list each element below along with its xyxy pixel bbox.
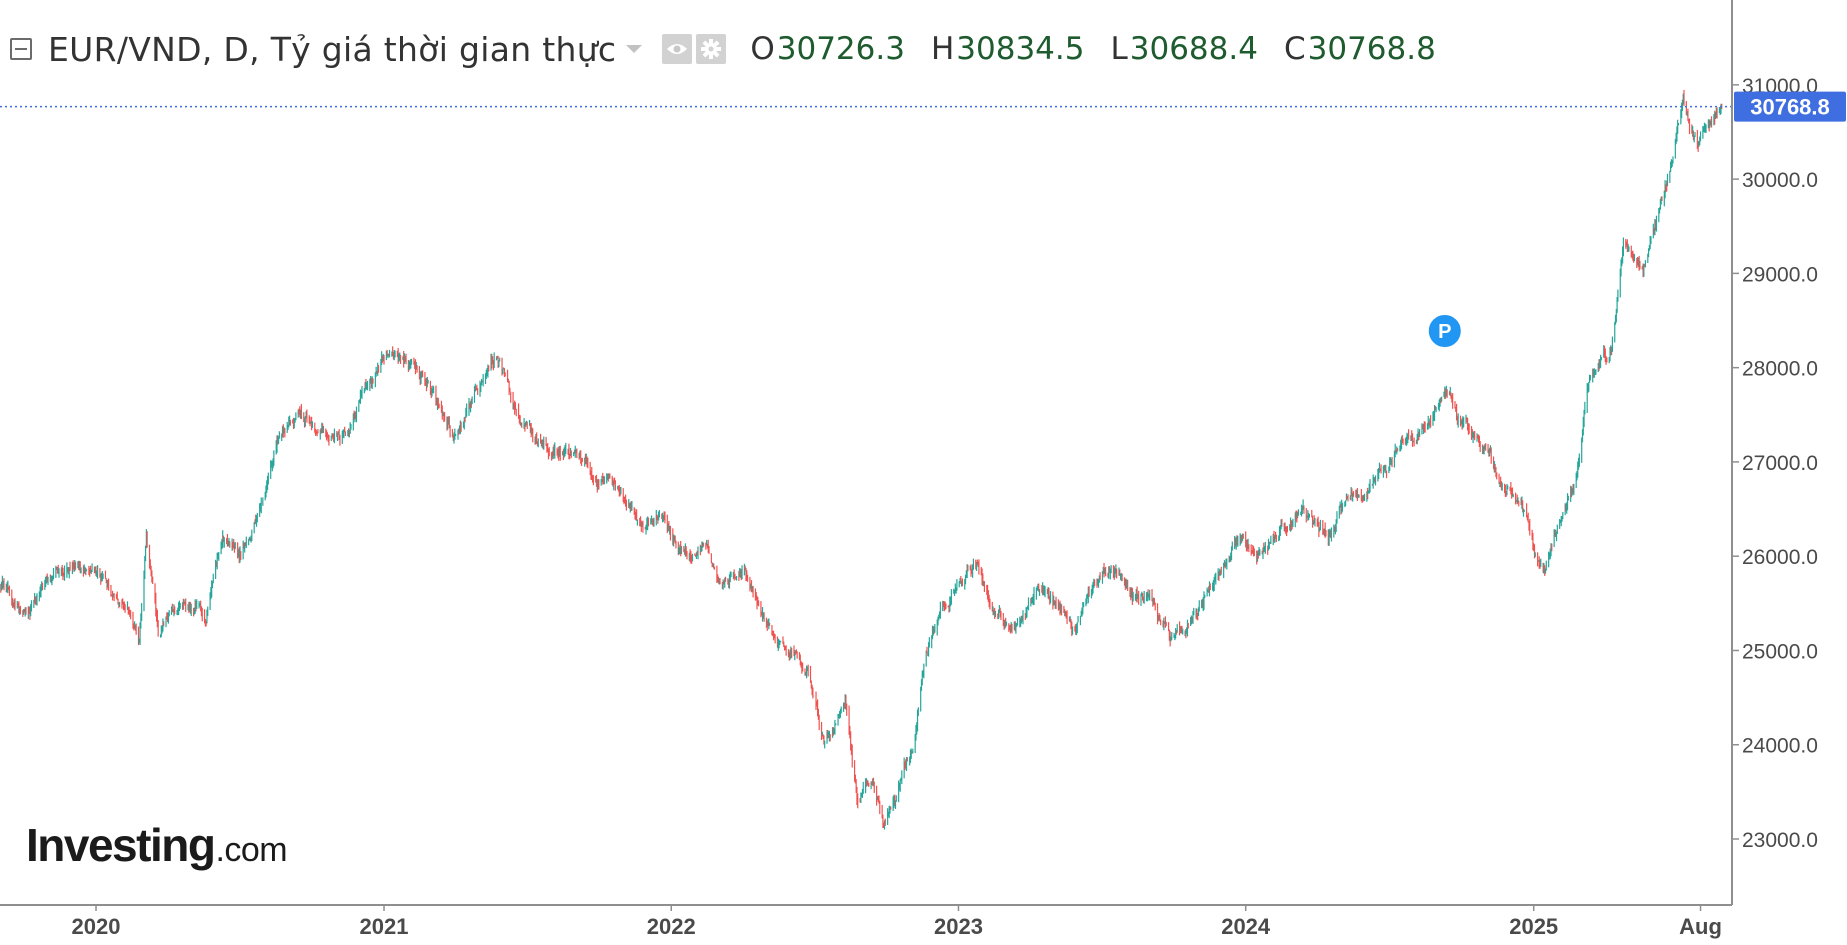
dropdown-icon[interactable]: [626, 45, 643, 53]
svg-text:P: P: [1438, 321, 1451, 343]
x-tick-label: 2022: [647, 914, 696, 939]
ohlc-close: C30768.8: [1283, 31, 1436, 67]
x-tick-label: 2020: [72, 914, 121, 939]
ohlc-values: O30726.3 H30834.5 L30688.4 C30768.8: [750, 31, 1461, 67]
ohlc-open: O30726.3: [750, 31, 905, 67]
ohlc-high: H30834.5: [930, 31, 1085, 67]
event-marker-p-icon[interactable]: P: [1426, 313, 1463, 349]
x-tick-label: Aug: [1679, 914, 1722, 939]
y-tick-label: 25000.0: [1742, 640, 1818, 663]
y-tick-label: 24000.0: [1742, 735, 1818, 758]
y-tick-label: 26000.0: [1742, 546, 1818, 569]
settings-gear-icon[interactable]: [696, 34, 727, 64]
candle-series: [0, 89, 1723, 830]
y-tick-label: 27000.0: [1742, 452, 1818, 475]
x-tick-label: 2021: [360, 914, 409, 939]
svg-text:30768.8: 30768.8: [1750, 95, 1830, 120]
logo-main-text: Investing: [26, 819, 216, 871]
investing-logo: Investing .com: [26, 818, 288, 878]
chart-legend: EUR/VND, D, Tỷ giá thời gian thực O30726…: [10, 26, 1462, 72]
last-price-label: 30768.8: [1734, 91, 1846, 122]
symbol-title[interactable]: EUR/VND, D, Tỷ giá thời gian thực: [48, 29, 617, 69]
time-axis[interactable]: 2020 2021 2022 2023 2024 2025 Aug: [72, 905, 1722, 939]
x-tick-label: 2025: [1509, 914, 1558, 939]
y-tick-label: 29000.0: [1742, 263, 1818, 286]
x-tick-label: 2024: [1221, 914, 1271, 939]
logo-suffix-text: .com: [215, 831, 288, 869]
x-tick-label: 2023: [934, 914, 983, 939]
collapse-icon[interactable]: [10, 38, 32, 60]
y-tick-label: 28000.0: [1742, 358, 1818, 381]
price-axis[interactable]: 23000.0 24000.0 25000.0 26000.0 27000.0 28000…: [1732, 75, 1818, 852]
eye-icon[interactable]: [662, 34, 693, 64]
y-tick-label: 23000.0: [1742, 829, 1818, 852]
ohlc-low: L30688.4: [1110, 31, 1258, 67]
y-tick-label: 30000.0: [1742, 169, 1818, 192]
